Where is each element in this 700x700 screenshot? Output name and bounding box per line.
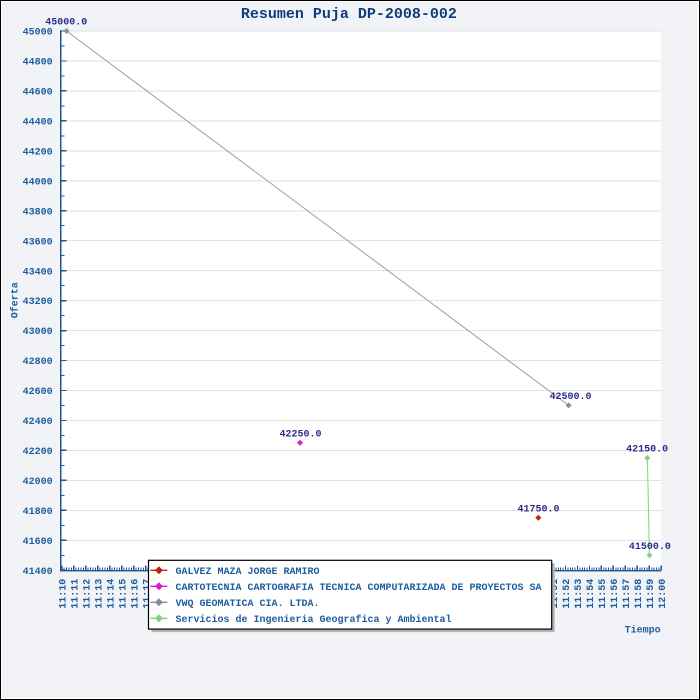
svg-text:41600: 41600: [23, 537, 53, 548]
svg-text:45000.0: 45000.0: [45, 18, 87, 29]
svg-text:42200: 42200: [23, 447, 53, 458]
svg-text:42800: 42800: [23, 357, 53, 368]
svg-text:43200: 43200: [23, 297, 53, 308]
svg-text:11:11: 11:11: [70, 579, 81, 609]
svg-text:Tiempo: Tiempo: [625, 625, 661, 637]
svg-text:44200: 44200: [23, 147, 53, 158]
svg-text:43000: 43000: [23, 327, 53, 338]
svg-text:41500.0: 41500.0: [629, 542, 671, 553]
svg-text:42600: 42600: [23, 387, 53, 398]
svg-text:44400: 44400: [23, 117, 53, 128]
svg-text:11:53: 11:53: [574, 579, 585, 609]
svg-text:11:56: 11:56: [610, 579, 621, 609]
svg-text:11:16: 11:16: [130, 579, 141, 609]
svg-text:VWQ GEOMATICA CIA. LTDA.: VWQ GEOMATICA CIA. LTDA.: [176, 599, 320, 610]
svg-text:45000: 45000: [23, 28, 53, 39]
svg-text:42500.0: 42500.0: [549, 392, 591, 403]
svg-text:43600: 43600: [23, 237, 53, 248]
svg-text:11:51: 11:51: [550, 579, 561, 609]
svg-text:44600: 44600: [23, 88, 53, 99]
svg-text:43400: 43400: [23, 267, 53, 278]
svg-text:11:10: 11:10: [58, 579, 69, 609]
svg-text:11:59: 11:59: [646, 579, 657, 609]
svg-text:11:57: 11:57: [622, 579, 633, 609]
svg-text:41400: 41400: [23, 567, 53, 578]
svg-text:41750.0: 41750.0: [517, 504, 559, 515]
svg-text:44000: 44000: [23, 177, 53, 188]
svg-text:11:55: 11:55: [598, 579, 609, 609]
svg-text:42000: 42000: [23, 477, 53, 488]
svg-text:Oferta: Oferta: [10, 282, 22, 318]
svg-text:Servicios de Ingenieria Geogra: Servicios de Ingenieria Geografica y Amb…: [176, 614, 452, 626]
svg-text:GALVEZ MAZA JORGE RAMIRO: GALVEZ MAZA JORGE RAMIRO: [176, 567, 320, 578]
svg-text:11:15: 11:15: [118, 579, 129, 609]
svg-text:42150.0: 42150.0: [626, 444, 668, 455]
svg-text:41800: 41800: [23, 507, 53, 518]
svg-text:11:13: 11:13: [94, 579, 105, 609]
svg-text:11:14: 11:14: [106, 579, 117, 609]
svg-text:42250.0: 42250.0: [279, 430, 321, 441]
svg-text:11:52: 11:52: [562, 579, 573, 609]
svg-text:44800: 44800: [23, 58, 53, 69]
svg-text:43800: 43800: [23, 207, 53, 218]
svg-text:Resumen Puja DP-2008-002: Resumen Puja DP-2008-002: [241, 6, 457, 23]
svg-text:11:54: 11:54: [586, 579, 597, 609]
svg-text:11:12: 11:12: [82, 579, 93, 609]
svg-text:12:00: 12:00: [658, 579, 669, 609]
svg-text:11:17: 11:17: [142, 579, 153, 609]
svg-text:42400: 42400: [23, 417, 53, 428]
svg-text:11:58: 11:58: [634, 579, 645, 609]
svg-text:CARTOTECNIA CARTOGRAFIA TECNIC: CARTOTECNIA CARTOGRAFIA TECNICA COMPUTAR…: [176, 583, 542, 594]
